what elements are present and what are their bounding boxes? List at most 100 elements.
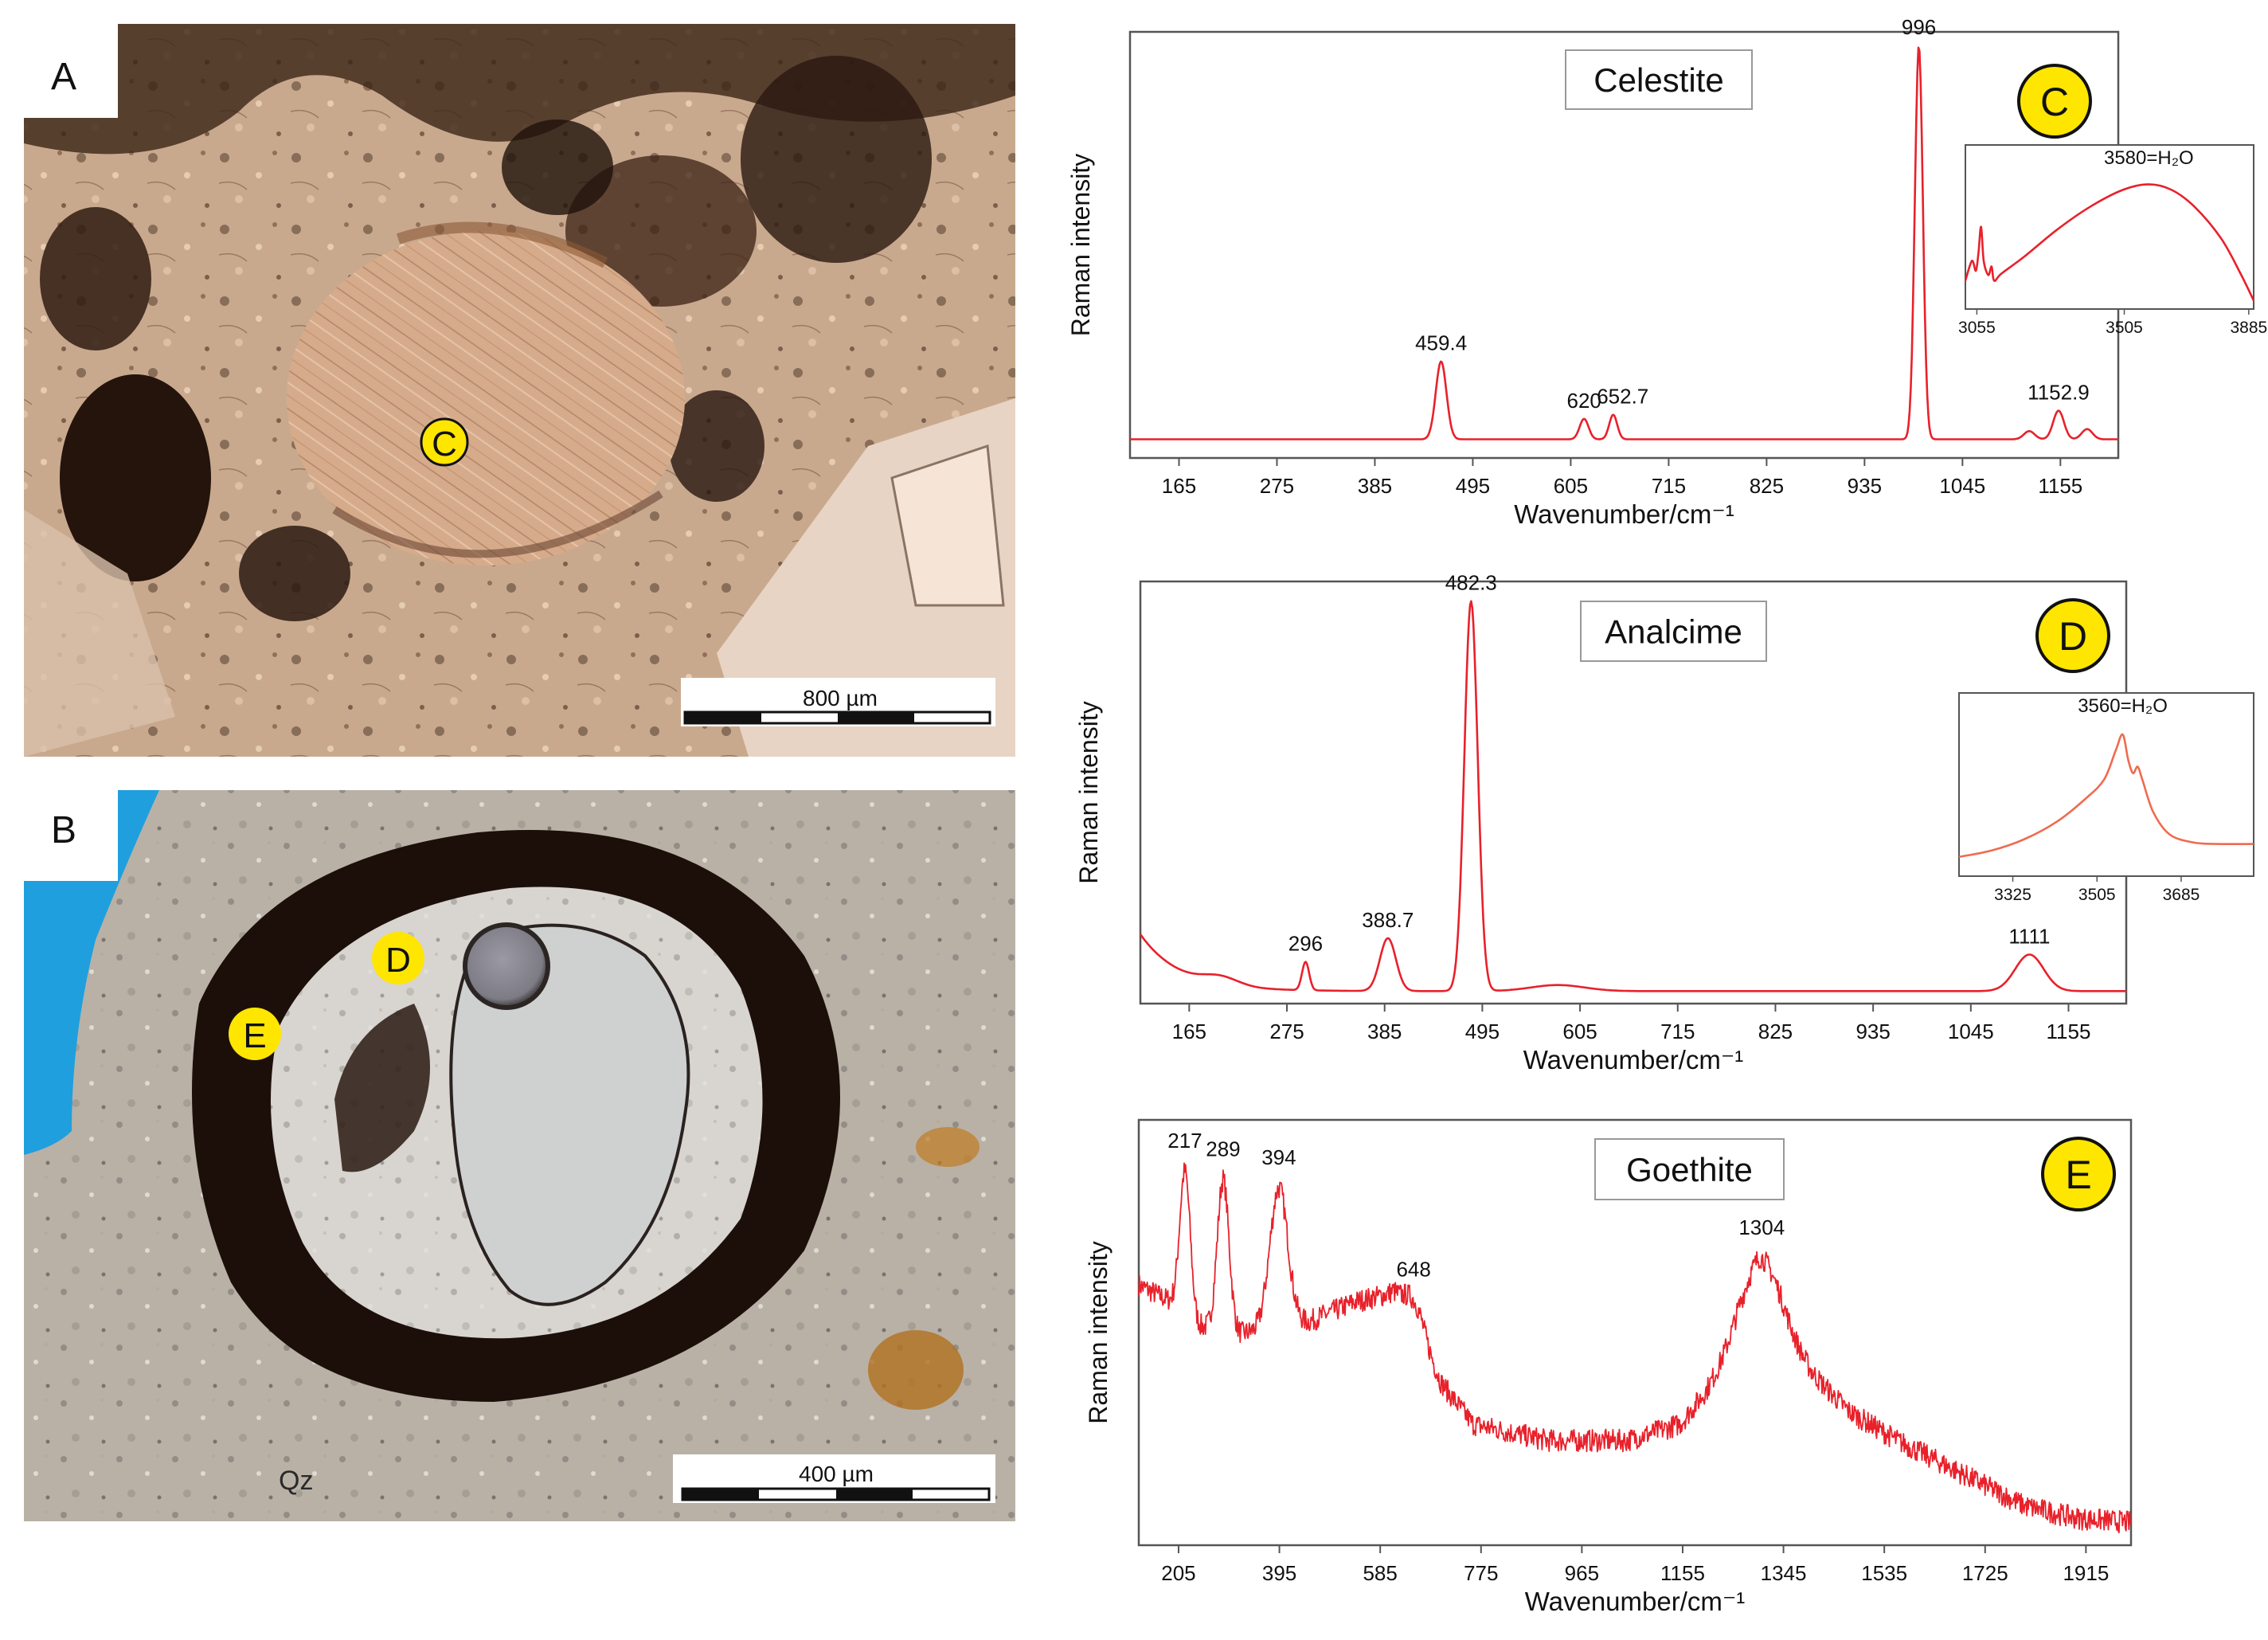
mineral-title-box [1565, 49, 1753, 110]
panel-label-b-box [24, 790, 118, 881]
pore-space-blue [24, 790, 159, 1155]
peak-label: 296 [1288, 932, 1323, 956]
inset-tick-label: 3685 [2163, 886, 2200, 904]
inset-tick-label: 3505 [2106, 319, 2143, 337]
mineral-title-box [1594, 1138, 1785, 1200]
spot-badge-label: D [2059, 614, 2087, 659]
photomicrograph-a [24, 24, 1015, 757]
peak-label: 1152.9 [2028, 381, 2090, 405]
peak-label: 388.7 [1362, 908, 1414, 932]
scale-bar-a: 800 µm [681, 678, 995, 726]
x-tick-label: 1915 [2063, 1561, 2109, 1585]
mineral-label-qz: Qz [279, 1466, 313, 1496]
inset-peak-label: 3580=H₂O [2104, 147, 2194, 169]
x-tick-label: 1045 [1948, 1020, 1994, 1043]
x-axis-label: Wavenumber/cm⁻¹ [1514, 499, 1734, 529]
spot-badge [2017, 64, 2092, 139]
spot-marker-d [372, 932, 424, 984]
peak-label: 1111 [2008, 924, 2050, 948]
inset-frame [1965, 144, 2254, 310]
spot-marker-c-label: C [432, 425, 457, 464]
x-axis-label: Wavenumber/cm⁻¹ [1523, 1045, 1744, 1074]
x-tick-label: 965 [1565, 1561, 1599, 1585]
peak-label: 1304 [1738, 1215, 1785, 1239]
panel-label-a: A [51, 56, 76, 98]
inset-frame [1958, 692, 2254, 877]
x-tick-label: 275 [1269, 1020, 1304, 1043]
x-tick-label: 165 [1162, 474, 1196, 498]
x-tick-label: 1725 [1962, 1561, 2008, 1585]
x-tick-label: 1155 [2047, 1020, 2091, 1043]
x-tick-label: 495 [1456, 474, 1490, 498]
spot-badge [2035, 598, 2110, 673]
inset-peak-label: 3560=H₂O [2078, 695, 2168, 717]
inset-spectrum-line [1958, 733, 2254, 859]
goethite-spectrum-chart: 205 395 585 775 965 1155 1345 1535 1725 1915 Waven… [1084, 1118, 2133, 1616]
x-tick-label: 1045 [1939, 474, 1985, 498]
y-axis-label: Raman intensity [1084, 1241, 1112, 1423]
x-tick-label: 1155 [1660, 1561, 1705, 1585]
mineral-title: Celestite [1593, 61, 1723, 99]
mineral-title: Analcime [1605, 613, 1742, 651]
spot-marker-e-label: E [243, 1016, 266, 1055]
peak-label: 482.3 [1445, 571, 1497, 595]
inset-tick-label: 3885 [2230, 319, 2267, 337]
analcime-spectrum-chart: 165 275 385 495 605 715 825 935 1045 1155 Wavenumb… [1074, 571, 2254, 1074]
spot-badge-label: C [2040, 80, 2069, 124]
x-tick-label: 275 [1260, 474, 1294, 498]
mineral-title-box [1580, 601, 1767, 662]
spot-badge [2041, 1137, 2116, 1211]
x-tick-label: 825 [1750, 474, 1784, 498]
x-tick-label: 605 [1562, 1020, 1597, 1043]
peak-label: 459.4 [1415, 331, 1467, 355]
x-tick-label: 1345 [1761, 1561, 1807, 1585]
x-tick-label: 935 [1848, 474, 1882, 498]
x-tick-label: 385 [1358, 474, 1392, 498]
y-axis-label: Raman intensity [1066, 154, 1095, 336]
inset-tick-label: 3505 [2078, 886, 2116, 904]
x-tick-label: 385 [1367, 1020, 1402, 1043]
panel-label-a-box [24, 24, 118, 118]
x-tick-label: 1535 [1861, 1561, 1907, 1585]
spectrum-line [1130, 46, 2118, 440]
peak-label: 394 [1261, 1145, 1296, 1169]
x-axis-label: Wavenumber/cm⁻¹ [1525, 1587, 1746, 1616]
x-tick-label: 715 [1660, 1020, 1695, 1043]
mineral-title: Goethite [1626, 1151, 1753, 1188]
scale-bar-b-label: 400 µm [799, 1462, 874, 1486]
spot-badge-label: E [2065, 1153, 2091, 1197]
x-tick-label: 935 [1855, 1020, 1890, 1043]
x-tick-label: 715 [1652, 474, 1686, 498]
gas-bubble [463, 922, 550, 1010]
x-tick-label: 585 [1363, 1561, 1397, 1585]
peak-label: 217 [1167, 1129, 1202, 1153]
x-tick-label: 165 [1172, 1020, 1206, 1043]
inset-tick-label: 3055 [1958, 319, 1996, 337]
x-tick-label: 395 [1262, 1561, 1296, 1585]
x-tick-label: 205 [1161, 1561, 1195, 1585]
y-axis-label: Raman intensity [1074, 701, 1103, 883]
x-tick-label: 775 [1464, 1561, 1498, 1585]
inset-spectrum-line [1964, 183, 2255, 301]
peak-label: 996 [1902, 15, 1936, 39]
inset-tick-label: 3325 [1994, 886, 2031, 904]
x-tick-label: 825 [1758, 1020, 1793, 1043]
photomicrograph-b [24, 790, 1015, 1521]
celestite-spectrum-chart: 165 275 385 495 605 715 825 935 1045 1155 Wavenumb… [1066, 15, 2267, 529]
scale-bar-b: 400 µm [673, 1454, 995, 1503]
spot-marker-e [229, 1008, 281, 1060]
spot-marker-d-label: D [385, 941, 411, 980]
scale-bar-a-label: 800 µm [803, 686, 878, 710]
panel-label-b: B [51, 809, 76, 851]
peak-label: 648 [1396, 1257, 1430, 1281]
peak-label: 289 [1206, 1137, 1240, 1161]
x-tick-label: 495 [1465, 1020, 1500, 1043]
spectrum-line [1138, 1162, 2132, 1533]
x-tick-label: 1155 [2038, 474, 2082, 498]
x-tick-label: 605 [1554, 474, 1588, 498]
peak-label: 620 [1566, 389, 1601, 413]
spectrum-line [1139, 600, 2126, 992]
peak-label: 652.7 [1597, 385, 1648, 409]
spot-marker-c [420, 417, 469, 467]
